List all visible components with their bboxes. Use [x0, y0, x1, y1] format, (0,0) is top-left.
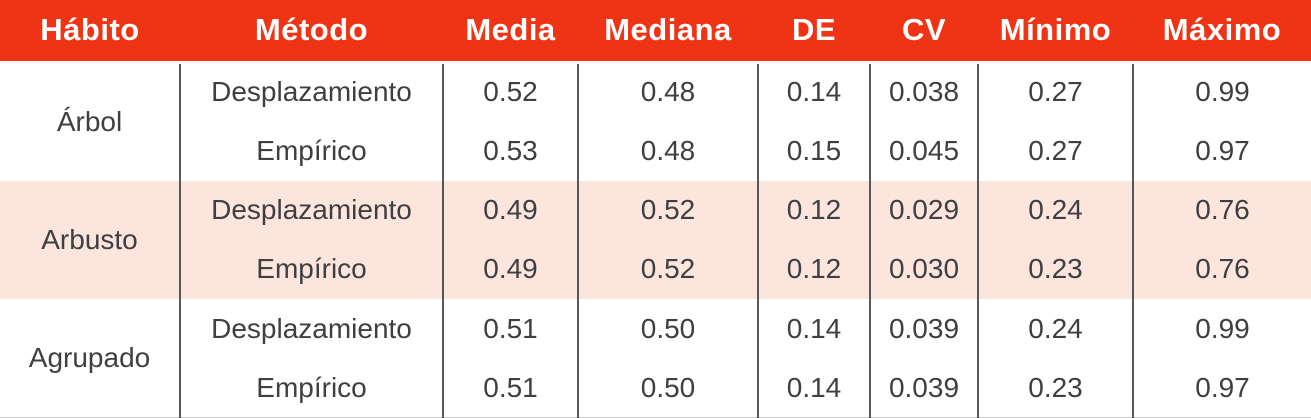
habito-group-label: Arbusto [0, 180, 180, 299]
cell-media: 0.49 [442, 239, 578, 299]
cell-minimo: 0.23 [977, 239, 1133, 299]
column-header-mediana: Mediana [578, 0, 758, 64]
cell-cv: 0.039 [869, 358, 978, 418]
cell-maximo: 0.76 [1132, 239, 1311, 299]
cell-maximo: 0.99 [1132, 299, 1311, 359]
header-row: Hábito Método Media Mediana DE CV Mínimo… [0, 0, 1311, 64]
cell-mediana: 0.48 [577, 121, 758, 181]
table-header: Hábito Método Media Mediana DE CV Mínimo… [0, 0, 1311, 64]
cell-de: 0.12 [757, 180, 870, 240]
cell-minimo: 0.23 [977, 358, 1133, 418]
cell-metodo: Desplazamiento [179, 299, 443, 359]
cell-media: 0.51 [442, 358, 578, 418]
cell-cv: 0.045 [869, 121, 978, 181]
cell-maximo: 0.76 [1132, 180, 1311, 240]
cell-cv: 0.030 [869, 239, 978, 299]
cell-minimo: 0.27 [977, 62, 1133, 122]
cell-media: 0.53 [442, 121, 578, 181]
habito-group-label: Árbol [0, 62, 180, 181]
cell-cv: 0.038 [869, 62, 978, 122]
cell-metodo: Empírico [179, 358, 443, 418]
cell-de: 0.12 [757, 239, 870, 299]
table-row: Arbusto Desplazamiento 0.49 0.52 0.12 0.… [0, 180, 1311, 299]
cell-metodo: Desplazamiento [179, 180, 443, 240]
cell-cv: 0.039 [869, 299, 978, 359]
column-header-de: DE [758, 0, 870, 64]
table-row: Árbol Desplazamiento 0.52 0.48 0.14 0.03… [0, 62, 1311, 181]
cell-maximo: 0.99 [1132, 62, 1311, 122]
table-row: Empírico 0.49 0.52 0.12 0.030 0.23 0.76 [0, 239, 1311, 299]
cell-media: 0.49 [442, 180, 578, 240]
column-header-media: Media [443, 0, 578, 64]
cell-media: 0.51 [442, 299, 578, 359]
cell-minimo: 0.27 [977, 121, 1133, 181]
cell-mediana: 0.50 [577, 358, 758, 418]
cell-cv: 0.029 [869, 180, 978, 240]
column-header-minimo: Mínimo [978, 0, 1133, 64]
cell-maximo: 0.97 [1132, 358, 1311, 418]
cell-mediana: 0.50 [577, 299, 758, 359]
column-header-habito: Hábito [0, 0, 180, 64]
table-row: Agrupado Desplazamiento 0.51 0.50 0.14 0… [0, 299, 1311, 418]
table-body: Árbol Desplazamiento 0.52 0.48 0.14 0.03… [0, 62, 1311, 418]
cell-mediana: 0.48 [577, 62, 758, 122]
habito-group-label: Agrupado [0, 299, 180, 418]
cell-de: 0.14 [757, 299, 870, 359]
cell-metodo: Empírico [179, 121, 443, 181]
column-header-cv: CV [870, 0, 978, 64]
table-row: Empírico 0.53 0.48 0.15 0.045 0.27 0.97 [0, 121, 1311, 181]
column-header-maximo: Máximo [1133, 0, 1311, 64]
cell-de: 0.14 [757, 358, 870, 418]
cell-maximo: 0.97 [1132, 121, 1311, 181]
cell-de: 0.14 [757, 62, 870, 122]
cell-minimo: 0.24 [977, 299, 1133, 359]
cell-metodo: Desplazamiento [179, 62, 443, 122]
cell-media: 0.52 [442, 62, 578, 122]
cell-metodo: Empírico [179, 239, 443, 299]
cell-minimo: 0.24 [977, 180, 1133, 240]
cell-de: 0.15 [757, 121, 870, 181]
column-header-metodo: Método [180, 0, 443, 64]
cell-mediana: 0.52 [577, 239, 758, 299]
cell-mediana: 0.52 [577, 180, 758, 240]
table-row: Empírico 0.51 0.50 0.14 0.039 0.23 0.97 [0, 358, 1311, 418]
